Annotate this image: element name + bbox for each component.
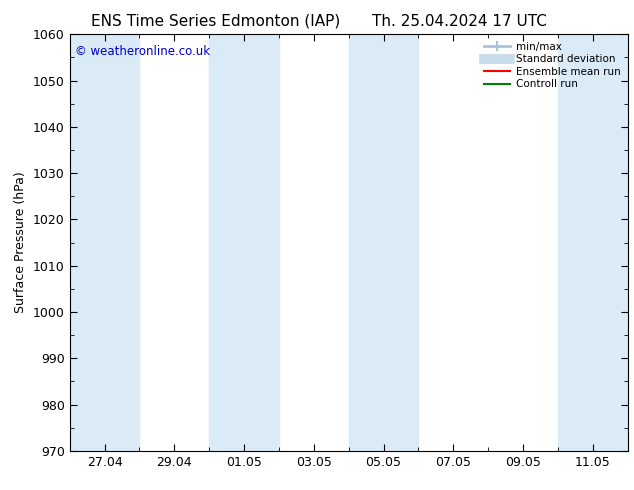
Bar <box>349 34 418 451</box>
Bar <box>558 34 628 451</box>
Legend: min/max, Standard deviation, Ensemble mean run, Controll run: min/max, Standard deviation, Ensemble me… <box>480 37 624 94</box>
Y-axis label: Surface Pressure (hPa): Surface Pressure (hPa) <box>15 172 27 314</box>
Bar <box>209 34 279 451</box>
Text: Th. 25.04.2024 17 UTC: Th. 25.04.2024 17 UTC <box>372 14 547 29</box>
Text: © weatheronline.co.uk: © weatheronline.co.uk <box>75 45 210 58</box>
Bar <box>70 34 139 451</box>
Text: ENS Time Series Edmonton (IAP): ENS Time Series Edmonton (IAP) <box>91 14 340 29</box>
